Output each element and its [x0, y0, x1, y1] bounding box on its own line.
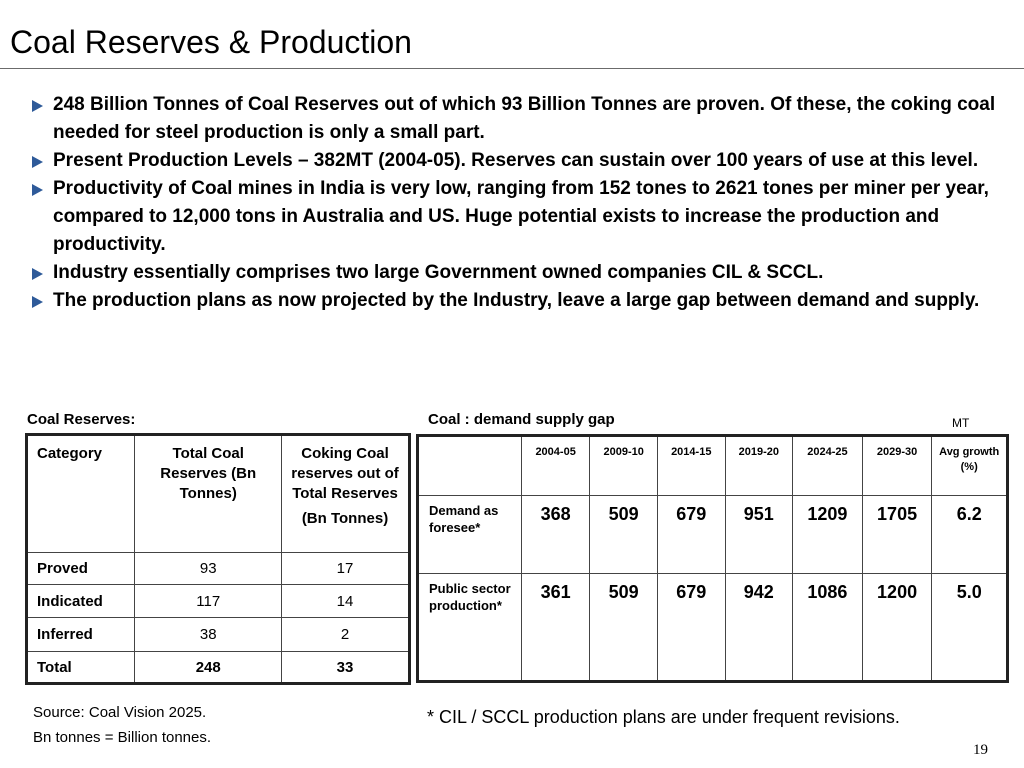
cell-value: 1200 [861, 573, 933, 682]
unit-definition: Bn tonnes = Billion tonnes. [33, 729, 212, 746]
header-avg-growth: Avg growth (%) [931, 435, 1008, 496]
cell-total: 248 [134, 651, 283, 684]
header-year: 2019-20 [724, 435, 794, 496]
cell-coking: 14 [281, 584, 410, 618]
cell-value: 1209 [792, 495, 863, 574]
cell-total: 38 [134, 617, 283, 652]
cell-total: 93 [134, 552, 283, 585]
reserves-caption: Coal Reserves: [27, 411, 136, 428]
triangle-bullet-icon [32, 184, 43, 196]
row-label: Public sector production* [417, 573, 522, 682]
cell-value: 368 [520, 495, 591, 574]
cell-value: 509 [589, 573, 658, 682]
cell-value: 679 [656, 495, 726, 574]
triangle-bullet-icon [32, 156, 43, 168]
cell-value: 679 [656, 573, 726, 682]
header-year: 2009-10 [589, 435, 658, 496]
reserves-header-row: Category Total Coal Reserves (Bn Tonnes)… [25, 434, 410, 553]
bullet-item: Industry essentially comprises two large… [30, 259, 1010, 287]
cell-value: 1705 [861, 495, 933, 574]
row-label: Indicated [25, 584, 136, 618]
cell-value: 1086 [792, 573, 863, 682]
header-coking-label: Coking Coal reserves out of Total Reserv… [291, 445, 399, 502]
header-year: 2004-05 [520, 435, 591, 496]
cell-value: 5.0 [931, 573, 1008, 682]
cell-value: 509 [589, 495, 658, 574]
table-row-demand: Demand as foresee* 368 509 679 951 1209 … [417, 495, 1008, 574]
header-year: 2014-15 [656, 435, 726, 496]
cell-coking: 2 [281, 617, 410, 652]
bullet-text: The production plans as now projected by… [53, 290, 980, 311]
bullet-text: Industry essentially comprises two large… [53, 262, 824, 283]
demand-supply-table: 2004-05 2009-10 2014-15 2019-20 2024-25 … [416, 434, 1009, 683]
bullet-text: Present Production Levels – 382MT (2004-… [53, 150, 979, 171]
table-row: Indicated 117 14 [25, 584, 410, 618]
table-row: Inferred 38 2 [25, 617, 410, 652]
cell-coking: 33 [281, 651, 410, 684]
cell-value: 361 [520, 573, 591, 682]
reserves-table: Category Total Coal Reserves (Bn Tonnes)… [25, 433, 411, 685]
cell-total: 117 [134, 584, 283, 618]
gap-unit-label: MT [952, 416, 970, 430]
revision-note: * CIL / SCCL production plans are under … [427, 707, 900, 727]
bullet-text: 248 Billion Tonnes of Coal Reserves out … [53, 94, 996, 143]
triangle-bullet-icon [32, 296, 43, 308]
bullet-list: 248 Billion Tonnes of Coal Reserves out … [30, 91, 1010, 315]
header-category: Category [25, 434, 136, 553]
row-label: Inferred [25, 617, 136, 652]
table-row-total: Total 248 33 [25, 651, 410, 684]
header-year: 2024-25 [792, 435, 863, 496]
slide-title: Coal Reserves & Production [10, 24, 412, 60]
header-coking-reserves: Coking Coal reserves out of Total Reserv… [281, 434, 410, 553]
row-label: Demand as foresee* [417, 495, 522, 574]
bullet-item: 248 Billion Tonnes of Coal Reserves out … [30, 91, 1010, 147]
header-coking-unit: (Bn Tonnes) [301, 510, 389, 527]
triangle-bullet-icon [32, 100, 43, 112]
header-total-reserves: Total Coal Reserves (Bn Tonnes) [134, 434, 283, 553]
row-label: Proved [25, 552, 136, 585]
row-label: Total [25, 651, 136, 684]
gap-header-row: 2004-05 2009-10 2014-15 2019-20 2024-25 … [417, 435, 1008, 496]
bullet-item: Productivity of Coal mines in India is v… [30, 175, 1010, 259]
page-number: 19 [973, 742, 988, 758]
header-year: 2029-30 [861, 435, 933, 496]
gap-caption: Coal : demand supply gap [428, 411, 615, 428]
source-note: Source: Coal Vision 2025. [33, 704, 207, 721]
table-row-production: Public sector production* 361 509 679 94… [417, 573, 1008, 682]
bullet-item: Present Production Levels – 382MT (2004-… [30, 147, 1010, 175]
title-divider [0, 68, 1024, 69]
cell-value: 942 [724, 573, 794, 682]
cell-coking: 17 [281, 552, 410, 585]
header-empty [417, 435, 522, 496]
triangle-bullet-icon [32, 268, 43, 280]
bullet-text: Productivity of Coal mines in India is v… [53, 178, 989, 255]
cell-value: 951 [724, 495, 794, 574]
cell-value: 6.2 [931, 495, 1008, 574]
bullet-item: The production plans as now projected by… [30, 287, 1010, 315]
table-row: Proved 93 17 [25, 552, 410, 585]
